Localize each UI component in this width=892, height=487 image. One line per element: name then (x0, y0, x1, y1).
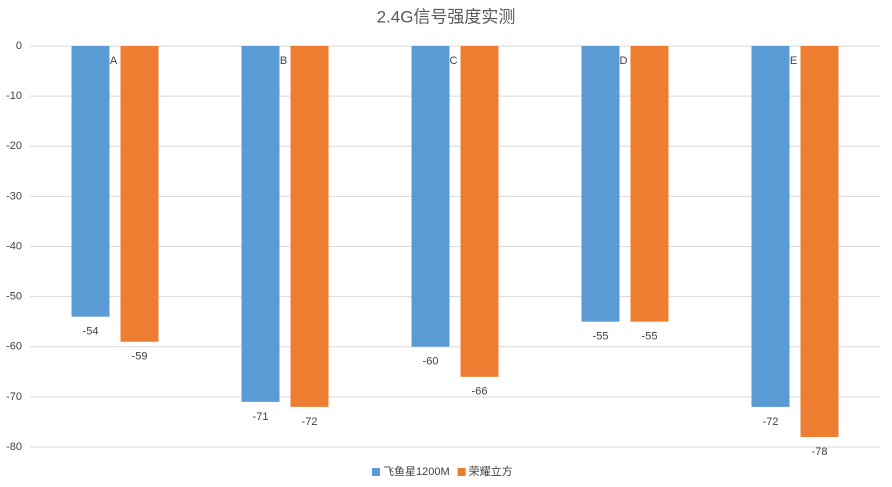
legend-swatch (372, 468, 380, 476)
category-label: A (110, 55, 118, 67)
legend-label: 飞鱼星1200M (383, 464, 450, 478)
y-tick-label: -80 (6, 441, 22, 453)
category-label: E (790, 55, 797, 67)
data-label: -59 (132, 351, 148, 363)
y-tick-label: -40 (6, 240, 22, 252)
y-tick-label: -10 (6, 90, 22, 102)
legend-label: 荣耀立方 (469, 464, 513, 478)
bar (630, 46, 669, 322)
data-label: -72 (302, 416, 318, 428)
data-label: -60 (423, 356, 439, 368)
bar (460, 46, 499, 377)
bar (290, 46, 329, 407)
data-label: -66 (472, 386, 488, 398)
data-label: -78 (812, 446, 828, 458)
category-label: C (450, 55, 458, 67)
data-label: -55 (593, 331, 609, 343)
category-label: D (620, 55, 628, 67)
bar (241, 46, 280, 402)
legend-swatch (457, 468, 466, 476)
chart-title: 2.4G信号强度实测 (377, 7, 516, 26)
bar (800, 46, 839, 437)
bar (751, 46, 790, 407)
y-tick-label: -70 (6, 391, 22, 403)
bar (120, 46, 159, 342)
y-tick-label: -60 (6, 341, 22, 353)
category-label: B (280, 55, 287, 67)
bar (581, 46, 620, 322)
data-label: -72 (763, 416, 779, 428)
y-tick-label: -20 (6, 140, 22, 152)
data-label: -71 (253, 411, 269, 423)
y-tick-label: -30 (6, 190, 22, 202)
bar (71, 46, 110, 317)
data-label: -55 (642, 331, 658, 343)
data-label: -54 (83, 326, 99, 338)
y-tick-label: -50 (6, 291, 22, 303)
bar (411, 46, 450, 347)
y-tick-label: 0 (16, 40, 22, 52)
